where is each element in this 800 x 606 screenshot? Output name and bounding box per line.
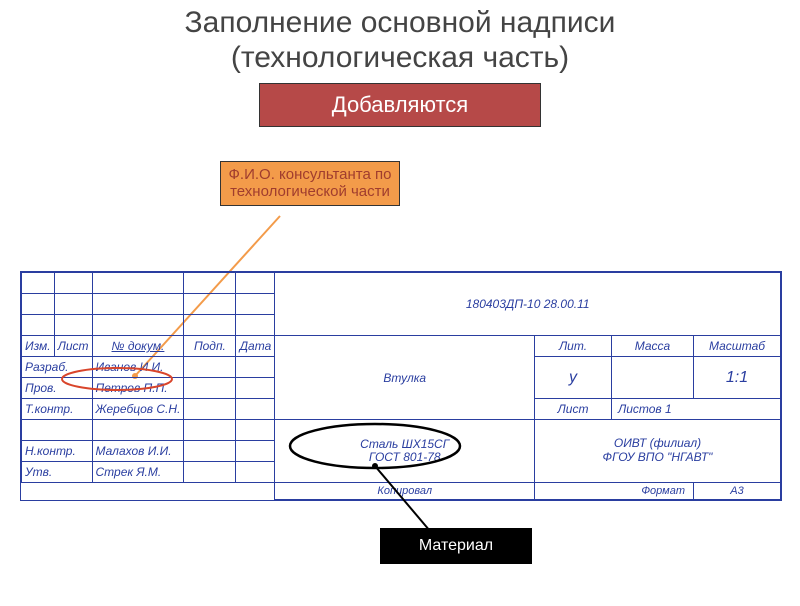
callout-material: Материал	[380, 528, 532, 564]
hdr-mashtab: Масштаб	[694, 336, 781, 357]
footer-format-label: Формат	[535, 483, 694, 500]
name-nkontr: Малахов И.И.	[92, 441, 184, 462]
callout-material-text: Материал	[419, 537, 493, 554]
name-tkontr: Жеребцов С.Н.	[92, 399, 184, 420]
footer-kopiroval: Копировал	[275, 483, 535, 500]
title-line1: Заполнение основной надписи	[185, 6, 616, 39]
org-line2: ФГОУ ВПО "НГАВТ"	[603, 450, 713, 464]
role-tkontr: Т.контр.	[22, 399, 93, 420]
hdr-data: Дата	[236, 336, 275, 357]
title-line2: (технологическая часть)	[231, 41, 569, 74]
lit-val-text: у	[569, 369, 577, 386]
callout-fio-text: Ф.И.О. консультанта по технологической ч…	[229, 166, 392, 200]
doc-number: 180403ДП-10 28.00.11	[466, 297, 590, 311]
doc-number-cell: 180403ДП-10 28.00.11	[275, 273, 781, 336]
hdr-izm: Изм.	[22, 336, 55, 357]
name-tkontr-text: Жеребцов С.Н.	[96, 402, 181, 416]
footer-row: Копировал Формат А3	[22, 483, 781, 500]
add-box-label: Добавляются	[332, 92, 468, 117]
hdr-list: Лист	[54, 336, 92, 357]
org-cell: ОИВТ (филиал) ФГОУ ВПО "НГАВТ"	[535, 420, 781, 483]
page-title: Заполнение основной надписи (технологиче…	[0, 6, 800, 75]
part-name-cell: Втулка	[275, 336, 535, 420]
material-line2: ГОСТ 801-78	[369, 450, 441, 464]
title-block-table: 180403ДП-10 28.00.11 Изм. Лист № докум. …	[21, 272, 781, 500]
part-name: Втулка	[383, 371, 426, 385]
title-block: 180403ДП-10 28.00.11 Изм. Лист № докум. …	[20, 271, 782, 501]
name-razrab: Иванов И.И.	[92, 357, 184, 378]
lit-val: у	[535, 357, 612, 399]
hdr-lit: Лит.	[535, 336, 612, 357]
footer-format-val: А3	[694, 483, 781, 500]
hdr-list2: Лист	[535, 399, 612, 420]
material-line1: Сталь ШХ15СГ	[360, 437, 449, 451]
role-prov: Пров.	[22, 378, 93, 399]
hdr-ndoc: № докум.	[92, 336, 184, 357]
add-box: Добавляются	[259, 83, 541, 127]
role-razrab: Разраб.	[22, 357, 93, 378]
role-nkontr: Н.контр.	[22, 441, 93, 462]
scale-val: 1:1	[694, 357, 781, 399]
hdr-listov: Листов 1	[612, 399, 781, 420]
hdr-podp: Подп.	[184, 336, 236, 357]
org-line1: ОИВТ (филиал)	[614, 436, 701, 450]
name-prov: Петров П.П.	[92, 378, 184, 399]
role-utv: Утв.	[22, 462, 93, 483]
hdr-massa: Масса	[612, 336, 694, 357]
material-cell: Сталь ШХ15СГ ГОСТ 801-78	[275, 420, 535, 483]
callout-fio: Ф.И.О. консультанта по технологической ч…	[220, 161, 400, 206]
name-utv: Стрек Я.М.	[92, 462, 184, 483]
